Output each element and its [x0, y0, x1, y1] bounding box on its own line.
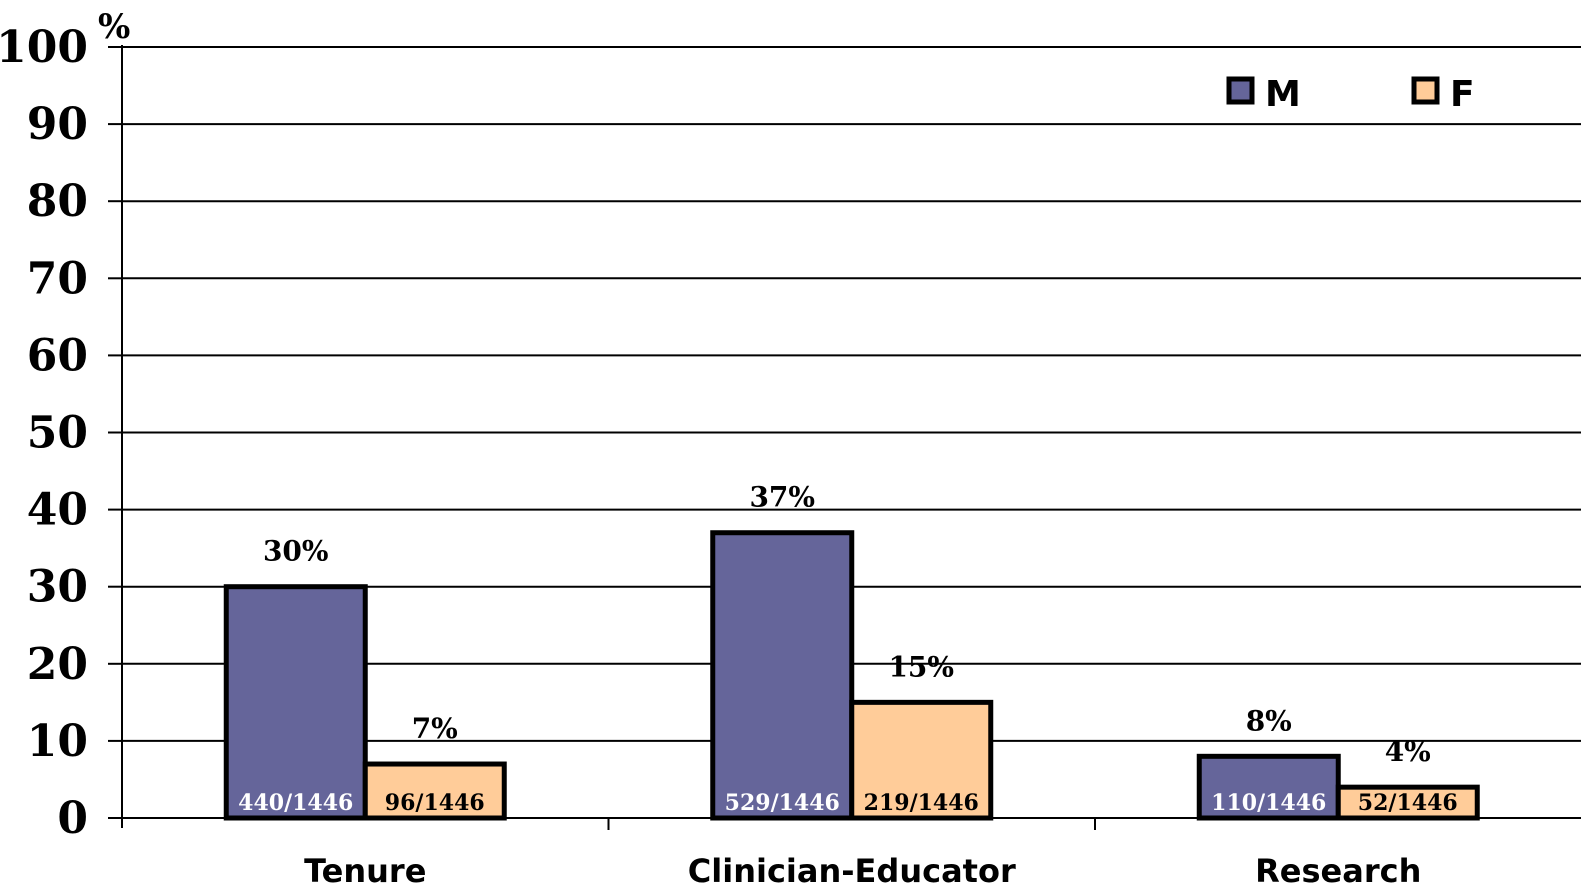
- x-category-label: Research: [1255, 852, 1421, 890]
- y-tick-label: 40: [27, 485, 88, 536]
- bar-count-label: 110/1446: [1211, 790, 1326, 816]
- bar-value-label: 8%: [1246, 704, 1292, 737]
- bar-value-label: 15%: [888, 650, 954, 683]
- x-category-label: Tenure: [304, 852, 426, 890]
- y-tick-label: 0: [57, 793, 88, 844]
- legend-swatch-f: [1411, 76, 1440, 105]
- bar-value-label: 37%: [749, 481, 815, 514]
- bar-value-label: 4%: [1385, 735, 1431, 768]
- bar-f: [362, 761, 507, 821]
- y-tick-label: 100: [0, 22, 88, 73]
- y-tick-label: 20: [27, 639, 88, 690]
- y-tick-label: 60: [27, 330, 88, 381]
- legend-swatch-m: [1226, 76, 1255, 105]
- x-axis-category-labels: Tenure Clinician-Educator Research: [304, 852, 1421, 890]
- y-tick-label: 70: [27, 253, 88, 304]
- axes: [121, 45, 1581, 830]
- bar-count-label: 52/1446: [1358, 790, 1458, 816]
- bar-count-label: 440/1446: [238, 790, 353, 816]
- legend-label: F: [1450, 74, 1475, 115]
- y-axis-ticks: 0 10 20 30 40 50 60 70 80 90 100: [0, 22, 122, 844]
- bar-count-label: 219/1446: [864, 790, 979, 816]
- bar-count-label: 529/1446: [725, 790, 840, 816]
- y-tick-label: 50: [27, 408, 88, 459]
- legend-label: M: [1265, 74, 1301, 115]
- bar-m: [710, 530, 855, 821]
- bar-m: [1196, 753, 1341, 821]
- bar-f: [1335, 784, 1480, 821]
- bar-m: [223, 584, 368, 821]
- bar-count-label: 96/1446: [385, 790, 485, 816]
- x-category-label: Clinician-Educator: [688, 852, 1016, 890]
- bars: 30% 440/1446 7% 96/1446 37% 529/1446 15% 219/14…: [223, 481, 1480, 821]
- y-tick-label: 80: [27, 176, 88, 227]
- y-tick-label: 10: [27, 716, 88, 767]
- bar-value-label: 30%: [263, 535, 329, 568]
- bar-value-label: 7%: [412, 712, 458, 745]
- y-axis-unit-label: %: [98, 7, 130, 47]
- y-tick-label: 90: [27, 99, 88, 150]
- y-tick-label: 30: [27, 562, 88, 613]
